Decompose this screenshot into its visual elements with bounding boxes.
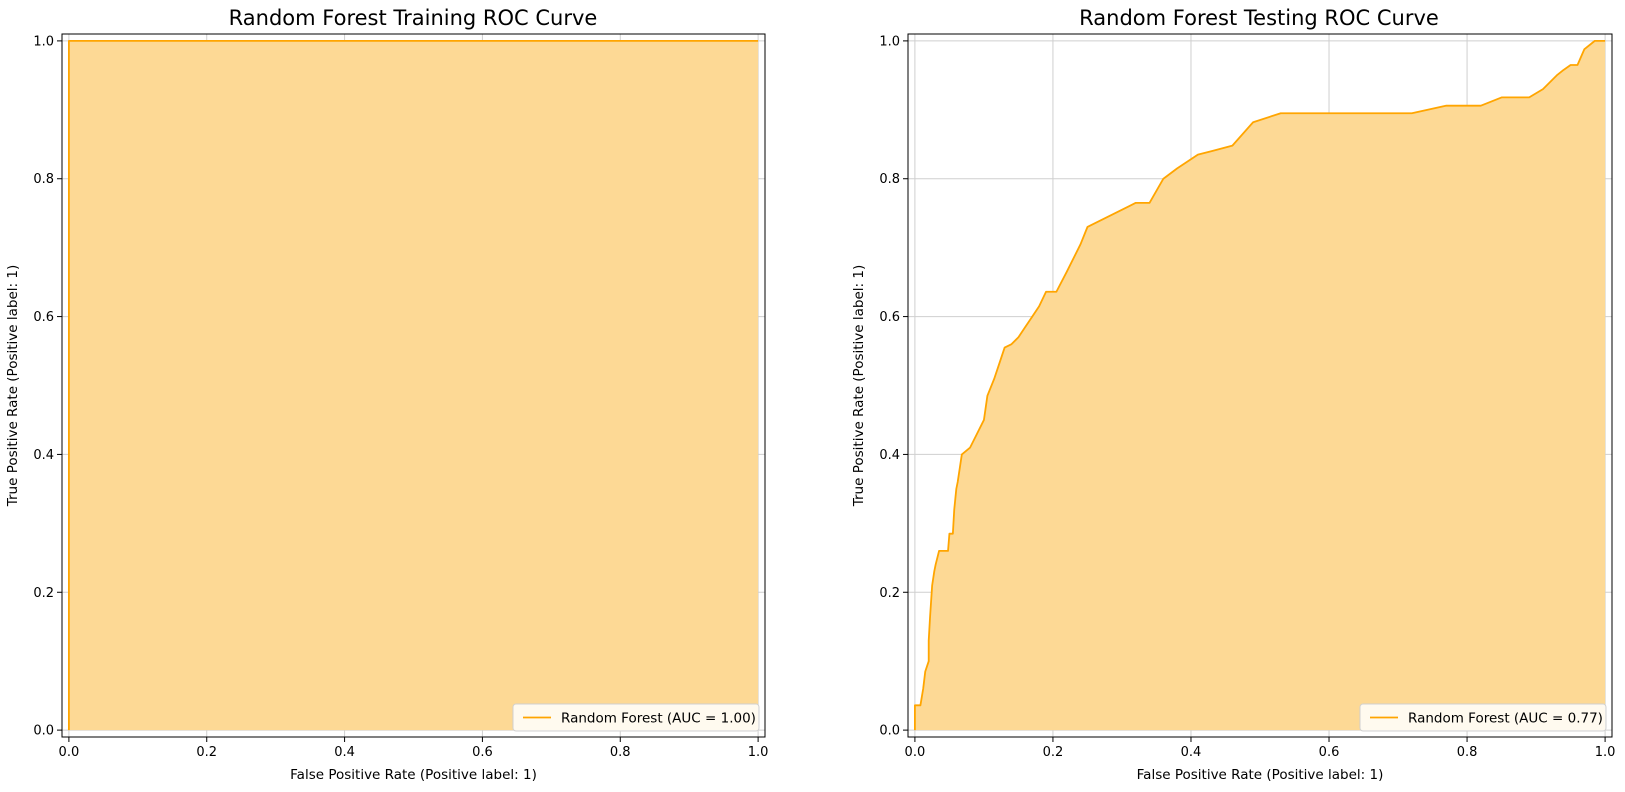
roc-area-fill — [68, 40, 759, 731]
x-tick-label: 0.2 — [1043, 745, 1064, 760]
y-tick-label: 0.6 — [879, 310, 900, 325]
x-tick-label: 0.0 — [905, 745, 926, 760]
x-axis-label: False Positive Rate (Positive label: 1) — [1137, 767, 1384, 783]
testing-roc-chart: Random Forest Testing ROC Curve 0.0 0.2 0.4… — [851, 6, 1615, 783]
y-tick-label: 0.4 — [879, 448, 900, 463]
y-tick-label: 1.0 — [879, 34, 900, 49]
y-axis-label: True Positive Rate (Positive label: 1) — [5, 265, 21, 508]
legend-box — [512, 703, 760, 732]
training-roc-chart: Random Forest Training ROC Curve 0.0 0.2 0.… — [5, 6, 768, 783]
chart-title: Random Forest Testing ROC Curve — [1079, 6, 1439, 30]
axes-frame — [61, 33, 766, 738]
x-tick-label: 0.2 — [196, 745, 217, 760]
chart-title: Random Forest Training ROC Curve — [229, 6, 598, 30]
x-tick-label: 0.6 — [472, 745, 493, 760]
legend-label: Random Forest (AUC = 1.00) — [561, 711, 756, 727]
x-tick-label: 0.8 — [1457, 745, 1478, 760]
y-tick-label: 0.0 — [33, 724, 54, 739]
y-tick-label: 0.8 — [33, 172, 54, 187]
x-tick-label: 0.0 — [59, 745, 80, 760]
y-tick-label: 0.0 — [879, 724, 900, 739]
y-tick-label: 0.2 — [33, 586, 54, 601]
x-tick-label: 0.6 — [1319, 745, 1340, 760]
legend-box — [1359, 703, 1607, 732]
legend-label: Random Forest (AUC = 0.77) — [1408, 711, 1603, 727]
y-tick-label: 0.8 — [879, 172, 900, 187]
x-tick-label: 0.4 — [1181, 745, 1202, 760]
roc-area-fill — [914, 40, 1606, 731]
x-tick-label: 1.0 — [1595, 745, 1616, 760]
x-tick-label: 1.0 — [748, 745, 769, 760]
x-tick-label: 0.4 — [334, 745, 355, 760]
x-tick-label: 0.8 — [610, 745, 631, 760]
y-tick-label: 0.6 — [33, 310, 54, 325]
axes-frame — [907, 33, 1613, 738]
y-tick-label: 0.2 — [879, 586, 900, 601]
y-axis-label: True Positive Rate (Positive label: 1) — [851, 265, 867, 508]
roc-curve-line — [914, 39, 1606, 731]
y-tick-label: 1.0 — [33, 34, 54, 49]
roc-curve-line — [67, 39, 759, 731]
x-axis-label: False Positive Rate (Positive label: 1) — [290, 767, 537, 783]
y-tick-label: 0.4 — [33, 448, 54, 463]
